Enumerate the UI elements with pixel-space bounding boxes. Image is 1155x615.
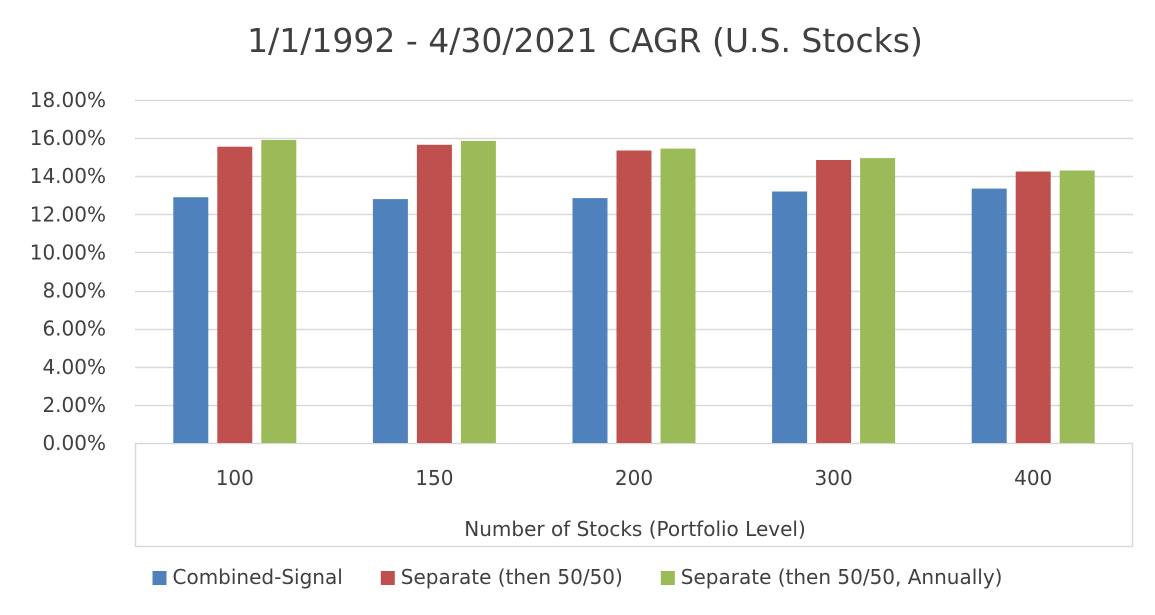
bar-combined-signal-300 — [772, 191, 808, 443]
category-axis-table — [134, 442, 1134, 548]
y-tick-label: 8.00% — [42, 279, 106, 303]
y-tick-label: 16.00% — [30, 126, 106, 150]
bar-separate-then-50-50-annually-100 — [261, 140, 297, 443]
bar-separate-then-50-50-annually-400 — [1059, 170, 1095, 443]
bars — [173, 140, 1095, 444]
bar-separate-then-50-50-annually-200 — [660, 148, 696, 443]
x-tick-label: 300 — [815, 466, 853, 490]
y-tick-label: 14.00% — [30, 164, 106, 188]
bar-separate-then-50-50-annually-300 — [860, 158, 896, 443]
legend-item: Separate (then 50/50, Annually) — [660, 565, 1003, 589]
y-tick-label: 4.00% — [42, 355, 106, 379]
bar-separate-then-50-50-200 — [616, 150, 652, 443]
x-tick-label: 200 — [615, 466, 653, 490]
bar-combined-signal-400 — [971, 188, 1007, 443]
legend-swatch — [152, 571, 167, 585]
legend-label: Separate (then 50/50) — [401, 565, 623, 589]
bar-separate-then-50-50-400 — [1015, 171, 1051, 443]
y-tick-label: 0.00% — [42, 431, 106, 455]
x-axis-tick-labels: 100 150 200 300 400 — [216, 466, 1053, 490]
legend-label: Combined-Signal — [173, 565, 343, 589]
legend-item: Combined-Signal — [152, 565, 343, 589]
bar-combined-signal-200 — [572, 198, 608, 443]
x-tick-label: 100 — [216, 466, 254, 490]
legend-item: Separate (then 50/50) — [380, 565, 623, 589]
y-tick-label: 18.00% — [30, 88, 106, 112]
bar-separate-then-50-50-annually-150 — [460, 141, 496, 443]
bar-combined-signal-100 — [173, 197, 209, 443]
x-tick-label: 400 — [1014, 466, 1052, 490]
y-tick-label: 10.00% — [30, 240, 106, 264]
legend-swatch — [660, 571, 675, 585]
y-tick-label: 12.00% — [30, 202, 106, 226]
y-tick-label: 6.00% — [42, 317, 106, 341]
y-axis-tick-labels: 0.00% 2.00% 4.00% 6.00% 8.00% 10.00% 12.00% 14.… — [30, 88, 106, 455]
bar-separate-then-50-50-100 — [217, 146, 253, 443]
legend-label: Separate (then 50/50, Annually) — [681, 565, 1003, 589]
y-tick-label: 2.00% — [42, 393, 106, 417]
chart-title: 1/1/1992 - 4/30/2021 CAGR (U.S. Stocks) — [247, 21, 923, 60]
bar-separate-then-50-50-300 — [816, 160, 852, 443]
legend-swatch — [380, 571, 395, 585]
x-tick-label: 150 — [415, 466, 453, 490]
bar-separate-then-50-50-150 — [416, 144, 452, 444]
legend: Combined-Signal Separate (then 50/50) Sepa… — [152, 565, 1003, 589]
bar-combined-signal-150 — [372, 199, 408, 443]
x-axis-title: Number of Stocks (Portfolio Level) — [464, 517, 806, 541]
